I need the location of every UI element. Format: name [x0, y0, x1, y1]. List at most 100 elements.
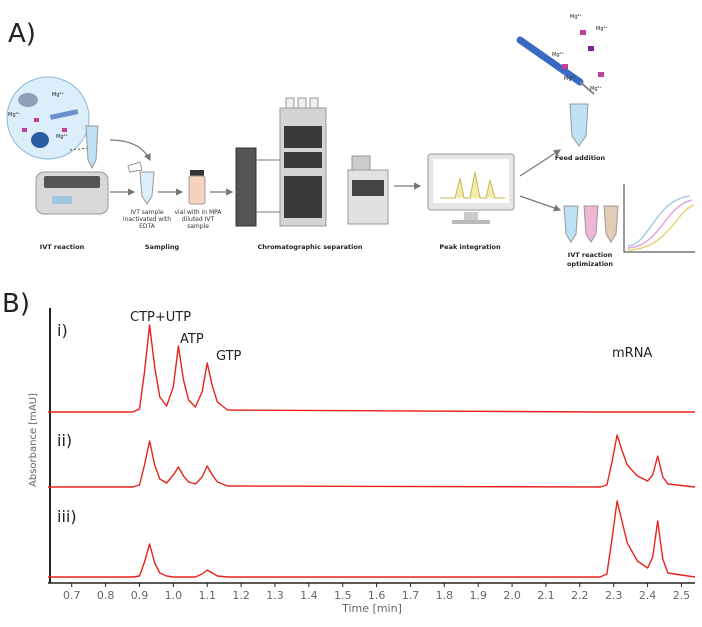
hplc-module [284, 152, 322, 168]
ion-label: Mg²⁺ [56, 134, 68, 140]
x-tick-label: 1.9 [469, 589, 487, 602]
mini-curve [627, 204, 695, 251]
tube [85, 125, 99, 170]
step-label: Peak integration [439, 243, 501, 251]
pipette-tip [579, 81, 595, 95]
note-line: diluted IVT [182, 216, 215, 223]
x-tick-label: 2.2 [571, 589, 589, 602]
x-tick-label: 2.5 [673, 589, 691, 602]
ntp-icon [22, 128, 27, 132]
tube [583, 205, 599, 243]
ntp-icon [598, 72, 604, 77]
ion-label: Mg²⁺ [564, 76, 576, 82]
panel-trace-label: ii) [57, 431, 72, 450]
label-line: IVT reaction [568, 251, 613, 259]
note-line: sample [187, 223, 209, 230]
x-tick-label: 0.8 [97, 589, 115, 602]
x-tick-label: 1.3 [266, 589, 284, 602]
arrow [519, 195, 562, 212]
note-line: EDTA [139, 223, 156, 230]
detector-panel [352, 180, 384, 196]
ion-label: Mg²⁺ [8, 112, 20, 118]
note-line: vial with in MPA [175, 209, 223, 216]
tube [563, 205, 579, 243]
trace [48, 500, 696, 578]
x-tick-label: 2.1 [537, 589, 555, 602]
step-label: Sampling [145, 243, 180, 251]
x-axis-label: Time [min] [341, 602, 402, 615]
note-line: inactivated with [123, 216, 171, 223]
solvent-bottle [285, 97, 295, 109]
peak-label: GTP [216, 349, 242, 364]
thermomixer-block [44, 176, 100, 188]
hplc-module [284, 176, 322, 218]
ntp-icon [562, 64, 568, 69]
tube [569, 103, 589, 147]
x-tick-label: 2.0 [503, 589, 521, 602]
vial [188, 175, 206, 205]
note-line: IVT sample [130, 209, 164, 216]
tubing [256, 159, 280, 213]
x-tick-label: 1.7 [402, 589, 420, 602]
panel-trace-label: i) [57, 321, 68, 340]
x-tick-label: 2.4 [639, 589, 657, 602]
y-axis-label: Absorbance [mAU] [28, 393, 39, 487]
ntp-icon [34, 118, 39, 122]
ntp-icon [62, 128, 67, 132]
reaction-bubble [6, 76, 90, 160]
panel-label: A) [8, 19, 36, 49]
ntp-icon [580, 30, 586, 35]
step-label: IVT reaction [40, 243, 85, 251]
monitor-peaks [440, 171, 505, 199]
peak-label: CTP+UTP [130, 310, 191, 325]
x-tick-label: 1.1 [198, 589, 216, 602]
thermomixer-display [52, 196, 72, 204]
enzyme-icon [31, 132, 49, 148]
x-tick-label: 2.3 [605, 589, 623, 602]
zoom-line [69, 147, 89, 151]
plot-area: 0.7 0.8 0.9 1.0 1.1 1.2 1.3 1.4 1.5 1.6 1.7 1.8 1.9 2… [48, 324, 696, 602]
peak-label: ATP [180, 332, 204, 347]
mini-curve [627, 195, 691, 247]
trace [48, 324, 695, 413]
arrow [109, 139, 151, 162]
label-line: optimization [567, 260, 613, 268]
panel-b: B) Absorbance [mAU] Time [min] i) ii) ii… [2, 289, 696, 615]
ion-label: Mg²⁺ [552, 52, 564, 58]
trace [48, 434, 696, 488]
panel-trace-label: iii) [57, 507, 77, 526]
vial-cap [190, 170, 204, 176]
x-tick-label: 1.2 [232, 589, 250, 602]
step-note: vial with in MPA diluted IVT sample [175, 209, 223, 230]
x-tick-label: 1.0 [165, 589, 183, 602]
ion-label: Mg²⁺ [596, 26, 608, 32]
x-tick-label: 1.8 [436, 589, 454, 602]
mini-curve [627, 199, 693, 249]
dna-icon [49, 109, 79, 120]
solvent-bottle [297, 97, 307, 109]
x-tick-label: 0.9 [131, 589, 149, 602]
step-label: Feed addition [555, 154, 606, 162]
step-label: IVT reaction optimization [567, 251, 613, 268]
ion-label: Mg²⁺ [570, 14, 582, 20]
ion-label: Mg²⁺ [52, 92, 64, 98]
arrow [519, 149, 562, 177]
hplc-module [284, 126, 322, 148]
tube-lid [127, 161, 143, 173]
peak-label: mRNA [612, 346, 652, 361]
ntp-icon [588, 46, 594, 51]
detector-screen [351, 155, 371, 171]
detector [347, 169, 389, 225]
ion-label: Mg²⁺ [590, 86, 602, 92]
solvent-bottle [309, 97, 319, 109]
x-tick-label: 1.5 [334, 589, 352, 602]
column-oven [235, 147, 257, 227]
step-label: Chromatographic separation [257, 243, 362, 251]
step-note: IVT sample inactivated with EDTA [123, 209, 171, 230]
tube [603, 205, 619, 243]
monitor-stand [464, 212, 478, 220]
x-tick-label: 0.7 [63, 589, 81, 602]
pipette [516, 36, 584, 86]
panel-a: A) Mg²⁺ Mg²⁺ Mg²⁺ IVT reaction IVT sampl… [6, 14, 695, 268]
